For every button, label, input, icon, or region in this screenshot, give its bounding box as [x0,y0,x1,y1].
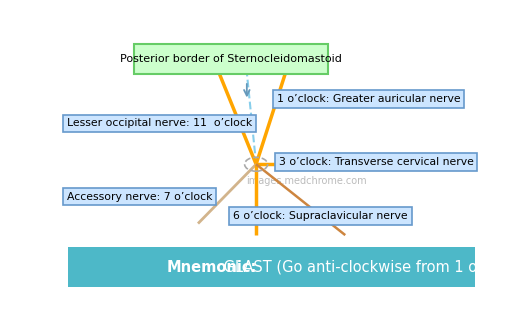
Text: 6 o’clock: Supraclavicular nerve: 6 o’clock: Supraclavicular nerve [233,211,408,221]
Text: images.medchrome.com: images.medchrome.com [246,176,367,186]
Text: 3 o’clock: Transverse cervical nerve: 3 o’clock: Transverse cervical nerve [279,157,474,167]
FancyBboxPatch shape [68,247,475,287]
Text: 1 o’clock: Greater auricular nerve: 1 o’clock: Greater auricular nerve [277,94,461,104]
Text: Mnemonic:: Mnemonic: [167,260,257,275]
Text: Accessory nerve: 7 o’clock: Accessory nerve: 7 o’clock [67,192,213,202]
Text: Lesser occipital nerve: 11  o’clock: Lesser occipital nerve: 11 o’clock [67,119,252,129]
FancyBboxPatch shape [134,44,328,74]
Text: Posterior border of Sternocleidomastoid: Posterior border of Sternocleidomastoid [120,54,342,64]
Text: Mnemonic: GLAST (Go anti-clockwise from 1 o’ clock): Mnemonic: GLAST (Go anti-clockwise from … [0,322,1,323]
Text: GLAST (Go anti-clockwise from 1 o’ clock): GLAST (Go anti-clockwise from 1 o’ clock… [219,260,530,275]
